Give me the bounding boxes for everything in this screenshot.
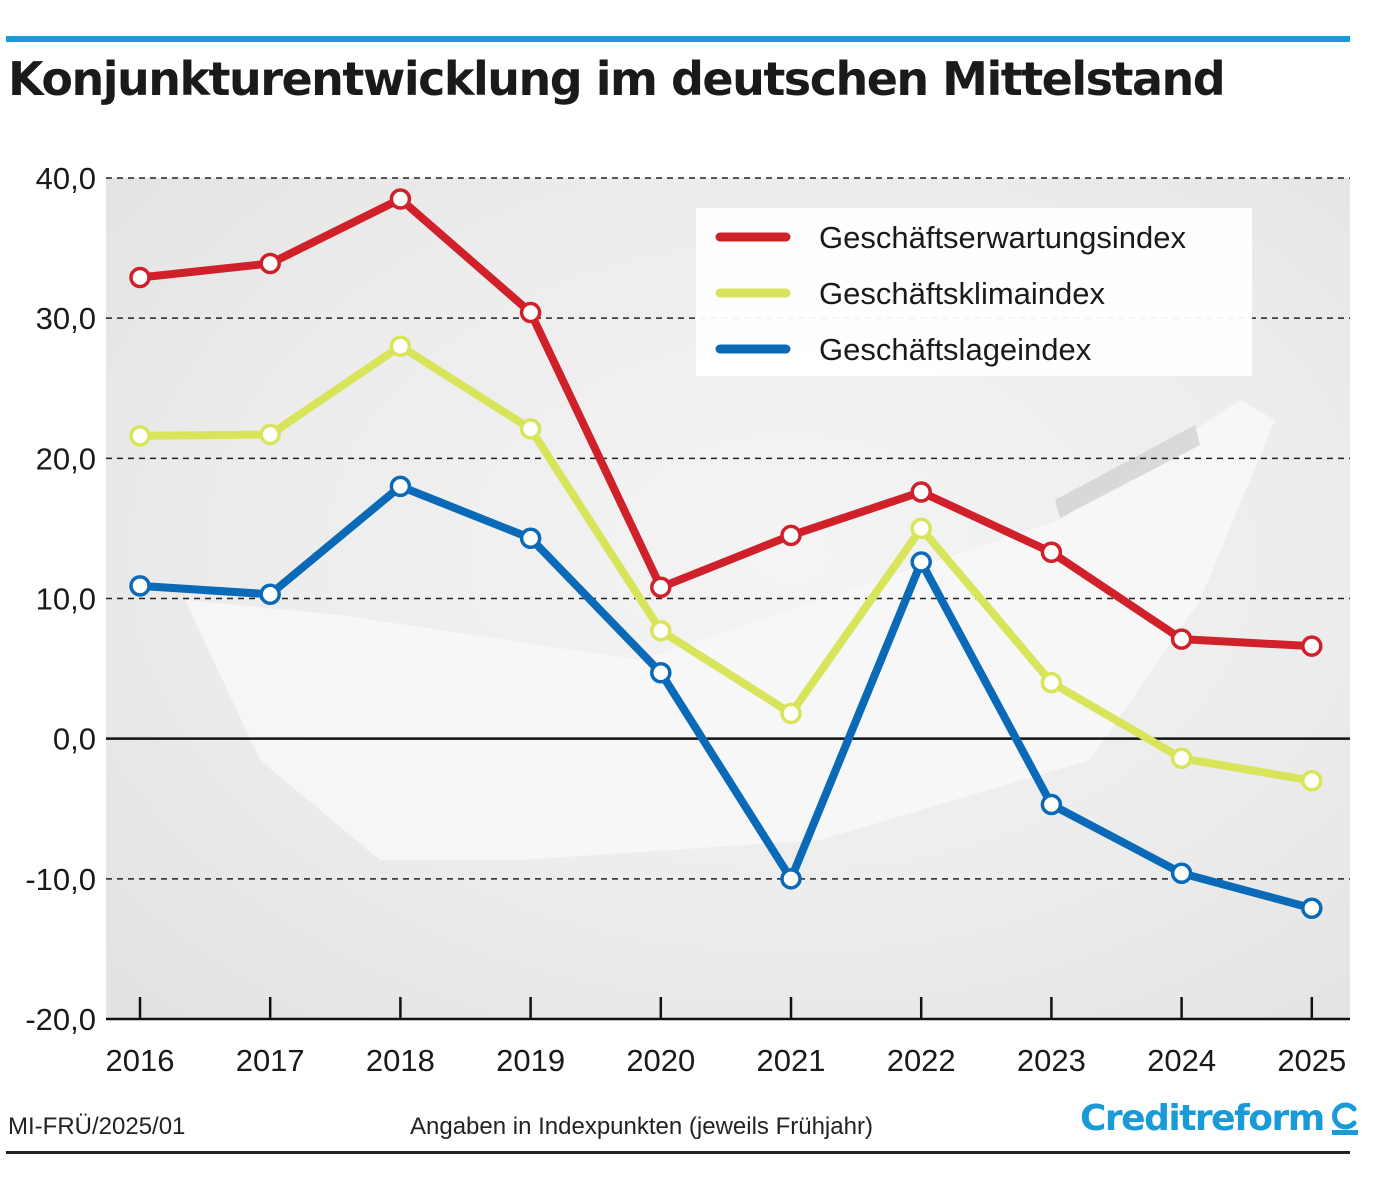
data-point-lage: [650, 662, 672, 684]
x-tick-label: 2017: [236, 1043, 305, 1078]
bottom-rule: [6, 1151, 1350, 1154]
legend-label: Geschäftslageindex: [819, 332, 1092, 367]
data-point-lage: [780, 868, 802, 890]
y-tick-label: -10,0: [25, 862, 96, 897]
data-point-klima: [259, 423, 281, 446]
footer-note: Angaben in Indexpunkten (jeweils Frühjah…: [410, 1113, 873, 1140]
x-tick-label: 2019: [496, 1043, 565, 1078]
series-line-lage: [136, 482, 1316, 913]
series-klima: [129, 335, 1323, 792]
data-point-lage: [389, 475, 412, 498]
brand-name: Creditreform: [1080, 1098, 1325, 1139]
y-tick-label: 20,0: [36, 441, 96, 476]
data-point-lage: [259, 583, 281, 606]
y-tick-label: 10,0: [36, 582, 96, 617]
data-point-erwartung: [910, 481, 932, 503]
x-tick-label: 2020: [626, 1043, 695, 1078]
x-tick-label: 2016: [106, 1043, 175, 1078]
data-point-klima: [129, 425, 151, 447]
data-point-klima: [1040, 671, 1063, 694]
series-lines: [129, 188, 1323, 920]
data-point-erwartung: [1170, 628, 1193, 650]
series-line-klima: [136, 342, 1316, 785]
data-point-klima: [780, 702, 802, 725]
x-tick-label: 2023: [1017, 1043, 1086, 1078]
data-point-klima: [1301, 769, 1323, 792]
top-accent-rule: [6, 36, 1350, 42]
data-point-erwartung: [519, 301, 542, 324]
x-tick-label: 2024: [1147, 1043, 1216, 1078]
data-point-erwartung: [129, 266, 151, 289]
footer-code: MI-FRÜ/2025/01: [8, 1113, 186, 1140]
x-tick-label: 2021: [757, 1043, 826, 1078]
y-axis-ticks: 40,0 30,0 20,0 10,0 0,0 -10,0 -20,0: [25, 161, 96, 1037]
legend-label: Geschäftserwartungsindex: [819, 220, 1187, 255]
data-point-lage: [910, 551, 932, 573]
data-point-lage: [519, 527, 542, 549]
data-point-lage: [1301, 897, 1323, 920]
data-point-lage: [1040, 793, 1063, 816]
data-point-klima: [910, 517, 932, 540]
series-erwartung: [129, 188, 1323, 657]
paper-boat-image: [185, 400, 1275, 860]
series-line-erwartung: [136, 195, 1316, 651]
data-point-lage: [1170, 862, 1193, 884]
y-tick-label: 40,0: [36, 161, 96, 196]
y-tick-label: -20,0: [25, 1002, 96, 1037]
data-point-klima: [519, 418, 542, 440]
x-tick-label: 2022: [887, 1043, 956, 1078]
data-point-klima: [650, 619, 672, 642]
brand-mark-icon: [1331, 1102, 1358, 1135]
x-tick-label: 2018: [366, 1043, 435, 1078]
data-point-erwartung: [650, 576, 672, 599]
data-point-lage: [129, 575, 151, 597]
data-point-erwartung: [389, 188, 412, 210]
data-point-erwartung: [780, 524, 802, 547]
series-lage: [129, 475, 1323, 920]
x-axis-ticks: 2016 2017 2018 2019 2020 2021 2022 2023 2024 2025: [106, 997, 1346, 1078]
data-point-erwartung: [259, 252, 281, 275]
y-tick-label: 30,0: [36, 301, 96, 336]
y-tick-label: 0,0: [53, 722, 96, 757]
legend: Geschäftserwartungsindex Geschäftsklimain…: [696, 208, 1252, 376]
data-point-erwartung: [1301, 635, 1323, 657]
paper-boat-edge: [1055, 425, 1200, 518]
legend-label: Geschäftsklimaindex: [819, 276, 1106, 311]
x-tick-label: 2025: [1277, 1043, 1346, 1078]
grid-lines: [106, 177, 1350, 1021]
chart-title: Konjunkturentwicklung im deutschen Mitte…: [8, 52, 1226, 106]
data-point-klima: [1170, 747, 1193, 770]
creditreform-logo: Creditreform: [1080, 1098, 1360, 1139]
data-point-klima: [389, 335, 412, 357]
data-point-erwartung: [1040, 541, 1063, 563]
